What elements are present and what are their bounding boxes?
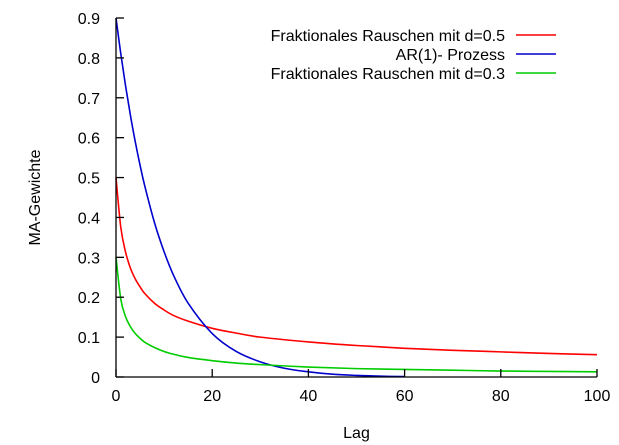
y-tick-label: 0.6 [78, 131, 100, 148]
y-tick-label: 0.1 [78, 330, 100, 347]
y-tick-label: 0.9 [78, 11, 100, 28]
series-line-2 [115, 257, 598, 373]
y-tick-label: 0.2 [78, 290, 100, 307]
x-tick-label: 0 [112, 388, 121, 405]
tick-labels: 0 20 40 60 80 100 0 0.1 0.2 0.3 0.4 0.5 0.6 0.7 0.8 0.9 [78, 11, 611, 405]
series-line-0 [115, 177, 598, 356]
y-tick-label: 0.5 [78, 171, 100, 188]
legend: Fraktionales Rauschen mit d=0.5 AR(1)- Pr… [271, 28, 556, 83]
y-tick-label: 0.4 [78, 210, 100, 227]
x-tick-label: 20 [203, 388, 221, 405]
y-axis-label: MA-Gewichte [27, 149, 44, 245]
series-layer [115, 17, 598, 378]
x-tick-label: 60 [396, 388, 414, 405]
legend-label-0: Fraktionales Rauschen mit d=0.5 [271, 28, 505, 45]
series-line-1 [115, 17, 405, 378]
legend-label-2: Fraktionales Rauschen mit d=0.3 [271, 66, 505, 83]
x-tick-label: 40 [300, 388, 318, 405]
x-tick-label: 80 [492, 388, 510, 405]
y-tick-label: 0 [91, 370, 100, 387]
y-tick-label: 0.3 [78, 250, 100, 267]
x-tick-label: 100 [584, 388, 611, 405]
y-tick-label: 0.8 [78, 51, 100, 68]
axes [115, 17, 598, 378]
x-axis-label: Lag [343, 425, 370, 442]
y-tick-label: 0.7 [78, 91, 100, 108]
legend-label-1: AR(1)- Prozess [396, 47, 505, 64]
